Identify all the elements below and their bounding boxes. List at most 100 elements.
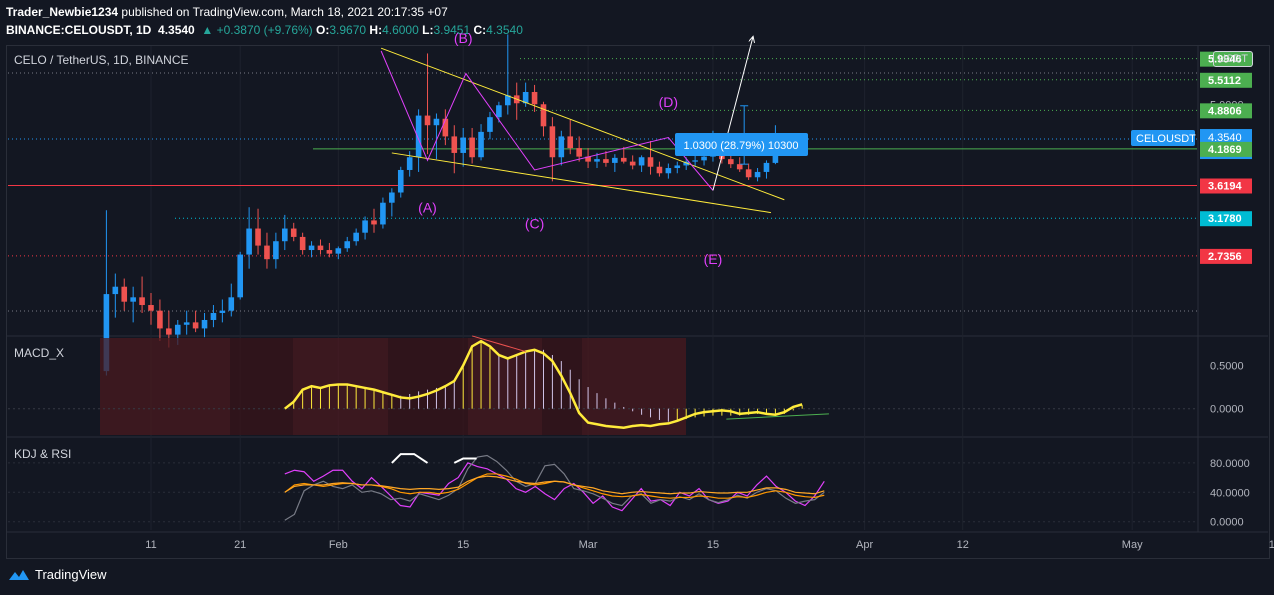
author-name[interactable]: Trader_Newbie1234 — [6, 5, 119, 19]
candle-body — [594, 159, 600, 162]
candle-body — [576, 148, 582, 157]
price-label: 4.8806 — [1208, 105, 1242, 117]
close-value: 4.3540 — [486, 23, 523, 37]
price-label: 5.5112 — [1208, 75, 1241, 87]
macd-zone — [230, 338, 293, 435]
candle-body — [656, 166, 663, 174]
candle-body — [406, 157, 413, 170]
x-tick-label: 12 — [957, 539, 969, 551]
publish-header: Trader_Newbie1234 published on TradingVi… — [6, 4, 448, 20]
price-label: 4.3540 — [1208, 132, 1242, 144]
candle-body — [549, 126, 556, 158]
wave-label: (A) — [418, 200, 437, 216]
candle-body — [487, 117, 493, 132]
wave-label: (E) — [704, 251, 723, 267]
candle-body — [745, 169, 752, 178]
candle-body — [415, 115, 422, 158]
kdj-overbought-mark — [453, 457, 477, 464]
price-label-bg — [1200, 178, 1252, 194]
macd-pane-title: MACD_X — [14, 346, 65, 360]
candle-body — [397, 169, 404, 193]
candle-body — [219, 310, 226, 313]
macd-zone — [582, 338, 686, 435]
candle-body — [433, 118, 440, 126]
candle-body — [629, 161, 636, 166]
symbol-tag — [1131, 130, 1195, 147]
candle-body — [665, 168, 672, 174]
candle-body — [701, 156, 707, 161]
y-tick-label: 0.0000 — [1210, 404, 1244, 416]
macd-zone — [100, 338, 230, 435]
candle-body — [121, 286, 128, 302]
x-tick-label: Apr — [856, 539, 873, 551]
candle-body — [228, 297, 235, 311]
open-value: 3.9670 — [329, 23, 367, 37]
macd-zone — [468, 338, 542, 435]
candle-body — [567, 136, 574, 149]
price-label-bg — [1200, 211, 1252, 227]
candle-body — [389, 192, 395, 203]
candle-body — [460, 137, 466, 153]
candle-body — [130, 297, 136, 302]
candle-body — [754, 171, 761, 178]
candle-body — [317, 245, 324, 251]
macd-zone — [542, 338, 582, 435]
candle-body — [558, 136, 565, 158]
candle-body — [540, 104, 547, 127]
candle-body — [183, 322, 190, 325]
publish-info: published on TradingView.com, March 18, … — [121, 5, 448, 19]
candle-body — [531, 91, 538, 105]
candle-body — [139, 297, 145, 306]
price-label-bg — [1200, 103, 1252, 119]
candle-body — [603, 159, 609, 163]
x-tick-label: May — [1122, 539, 1143, 551]
macd-line — [284, 339, 803, 430]
x-tick-label: 15 — [707, 539, 719, 551]
candle-body — [674, 165, 681, 169]
price-label: 4.1869 — [1208, 144, 1242, 156]
candle-body — [424, 115, 431, 126]
symbol-tag-label: CELOUSDT — [1136, 133, 1196, 145]
candle-body — [264, 245, 270, 260]
x-tick-label: 17 — [1269, 539, 1274, 551]
macd-divergence-line — [471, 335, 526, 353]
x-tick-label: Mar — [579, 539, 598, 551]
wave-label: (C) — [525, 216, 544, 232]
candle-body — [380, 202, 386, 225]
candle-body — [201, 319, 208, 329]
close-label: C: — [473, 23, 487, 37]
candle-body — [371, 220, 377, 225]
kdj-pane-title: KDJ & RSI — [14, 447, 72, 461]
candle-body — [335, 248, 342, 254]
candle-body — [290, 228, 297, 237]
kdj-series-k — [284, 454, 825, 521]
price-label-bg — [1200, 72, 1252, 88]
price-label: 3.1780 — [1208, 213, 1242, 225]
high-value: 4.6000 — [382, 23, 419, 37]
wedge-lower-trendline — [391, 152, 772, 214]
high-label: H: — [369, 23, 383, 37]
y-tick-label: 80.0000 — [1210, 458, 1250, 470]
low-label: L: — [422, 23, 434, 37]
candle-body — [612, 157, 618, 163]
candle-body — [308, 245, 315, 251]
candle-body — [647, 157, 654, 167]
wedge-upper-trendline — [380, 47, 785, 201]
candle-body — [148, 305, 154, 311]
candle-body — [246, 228, 252, 255]
currency-badge[interactable]: USDT — [1213, 51, 1253, 67]
price-label: 2.7356 — [1208, 251, 1242, 263]
candle-body — [103, 294, 110, 372]
symbol-header: BINANCE:CELOUSDT, 1D 4.3540 ▲ +0.3870 (+… — [6, 22, 523, 38]
candle-body — [451, 136, 458, 153]
candle-body — [469, 137, 475, 158]
candle-body — [638, 157, 645, 166]
measure-label-bg — [675, 133, 808, 156]
macd-zone — [388, 338, 468, 435]
candle-body — [683, 161, 689, 166]
candle-body — [692, 160, 698, 162]
tradingview-logo[interactable]: TradingView — [8, 567, 107, 582]
kdj-overbought-mark — [391, 453, 429, 464]
kdj-series-j — [284, 462, 825, 512]
